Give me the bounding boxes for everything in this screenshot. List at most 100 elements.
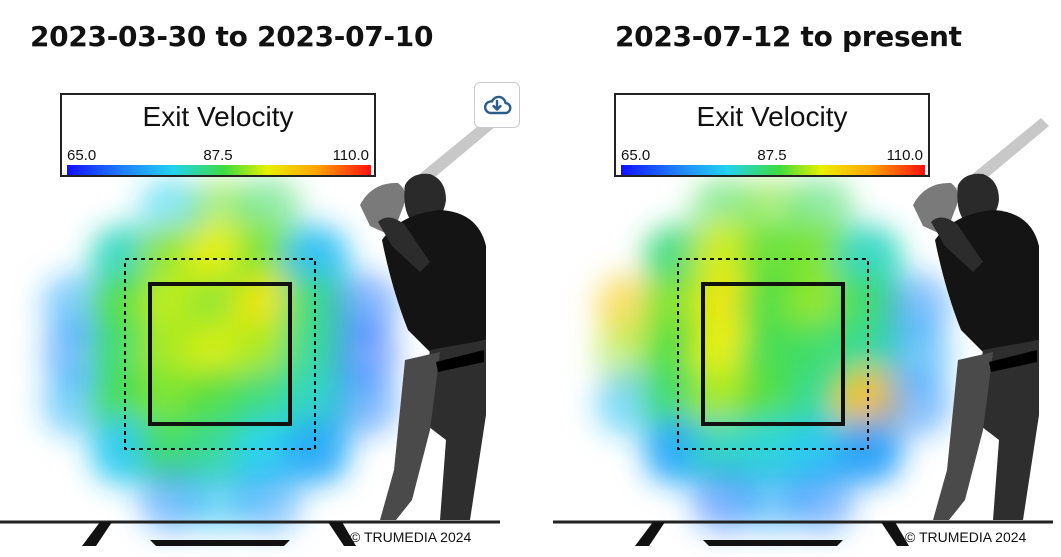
heatmap-cell (330, 321, 398, 389)
legend-max-label: 110.0 (332, 147, 369, 164)
heatmap-cell (282, 273, 350, 341)
heatmap-cell (186, 225, 254, 293)
left-heatmap-panel: 2023-03-30 to 2023-07-10 Exit Velocity 6… (0, 0, 500, 557)
heatmap-cell (138, 273, 206, 341)
heatmap-cell (691, 321, 759, 389)
heatmap-cell (739, 225, 807, 293)
heatmap-cell (138, 177, 206, 245)
heatmap-cell (739, 177, 807, 245)
strike-zone-outer (677, 258, 869, 450)
heatmap-cell (883, 369, 951, 437)
heatmap-cell (138, 225, 206, 293)
heatmap-cell (234, 273, 302, 341)
legend-min-label: 65.0 (67, 147, 97, 164)
heatmap-cell (595, 273, 663, 341)
heatmap-cell (691, 465, 759, 533)
legend-color-bar (621, 165, 925, 175)
batter-silhouette (360, 118, 496, 520)
heatmap-cell (330, 273, 398, 341)
color-legend: Exit Velocity 65.0 87.5 110.0 (614, 93, 930, 177)
heatmap-cell (282, 225, 350, 293)
strike-zone (701, 282, 845, 426)
heatmap-cell (691, 225, 759, 293)
heatmap-cell (90, 225, 158, 293)
color-legend: Exit Velocity 65.0 87.5 110.0 (60, 93, 376, 177)
heatmap-cell (691, 177, 759, 245)
heatmap-cell (90, 417, 158, 485)
heatmap-cell (42, 369, 110, 437)
heatmap-cell (186, 273, 254, 341)
panel-title: 2023-07-12 to present (615, 20, 962, 53)
heatmap-cell (739, 321, 807, 389)
panel-title: 2023-03-30 to 2023-07-10 (30, 20, 434, 53)
heatmap-cell (883, 273, 951, 341)
heatmap-cell (883, 321, 951, 389)
heatmap-cell (234, 225, 302, 293)
heatmap-cell (787, 273, 855, 341)
legend-min-label: 65.0 (621, 147, 651, 164)
heatmap-cell (186, 177, 254, 245)
heatmap-cell (42, 321, 110, 389)
heatmap-cell (330, 369, 398, 437)
copyright-text: © TRUMEDIA 2024 (905, 529, 1027, 545)
heatmap-cell (691, 417, 759, 485)
heatmap-cell (643, 417, 711, 485)
right-heatmap-figure (553, 118, 1053, 546)
copyright-text: © TRUMEDIA 2024 (350, 529, 472, 545)
heatmap-cell (282, 417, 350, 485)
right-heatmap-blobs (595, 177, 951, 533)
heatmap-cell (787, 225, 855, 293)
heatmap-cell (234, 177, 302, 245)
legend-mid-label: 87.5 (757, 147, 787, 164)
home-plate-area (0, 520, 500, 546)
heatmap-cell (234, 417, 302, 485)
heatmap-cell (787, 417, 855, 485)
download-button[interactable] (474, 82, 520, 128)
left-heatmap-figure (0, 118, 500, 546)
legend-title: Exit Velocity (696, 101, 848, 132)
heatmap-cell (138, 417, 206, 485)
heatmap-cell (138, 465, 206, 533)
heatmap-cell (186, 321, 254, 389)
strike-zone (148, 282, 292, 426)
heatmap-cell (138, 369, 206, 437)
heatmap-cell (186, 417, 254, 485)
heatmap-cell (282, 321, 350, 389)
heatmap-cell (835, 273, 903, 341)
heatmap-cell (739, 273, 807, 341)
heatmap-cell (234, 465, 302, 533)
heatmap-cell (42, 273, 110, 341)
heatmap-cell (595, 321, 663, 389)
batter-silhouette (913, 118, 1049, 520)
heatmap-cell (186, 465, 254, 533)
legend-mid-label: 87.5 (203, 147, 233, 164)
heatmap-cell (739, 465, 807, 533)
heatmap-cell (138, 321, 206, 389)
legend-max-label: 110.0 (886, 147, 923, 164)
heatmap-cell (234, 321, 302, 389)
heatmap-cell (691, 369, 759, 437)
strike-zone-outer (124, 258, 316, 450)
heatmap-cell (787, 465, 855, 533)
heatmap-cell (691, 273, 759, 341)
heatmap-cell (835, 369, 903, 437)
home-plate-area (553, 520, 1053, 546)
heatmap-cell (739, 417, 807, 485)
heatmap-cell (186, 369, 254, 437)
left-heatmap-blobs (42, 177, 398, 533)
heatmap-cell (739, 369, 807, 437)
heatmap-cell (787, 177, 855, 245)
legend-color-bar (67, 165, 371, 175)
legend-title: Exit Velocity (142, 101, 294, 132)
cloud-download-icon (484, 95, 512, 115)
heatmap-cell (835, 417, 903, 485)
right-heatmap-panel: 2023-07-12 to present Exit Velocity 65.0… (553, 0, 1053, 557)
heatmap-cell (835, 321, 903, 389)
heatmap-cell (835, 225, 903, 293)
heatmap-cell (787, 369, 855, 437)
heatmap-cell (787, 321, 855, 389)
heatmap-cell (595, 369, 663, 437)
heatmap-cell (643, 225, 711, 293)
heatmap-cell (282, 369, 350, 437)
heatmap-cell (234, 369, 302, 437)
